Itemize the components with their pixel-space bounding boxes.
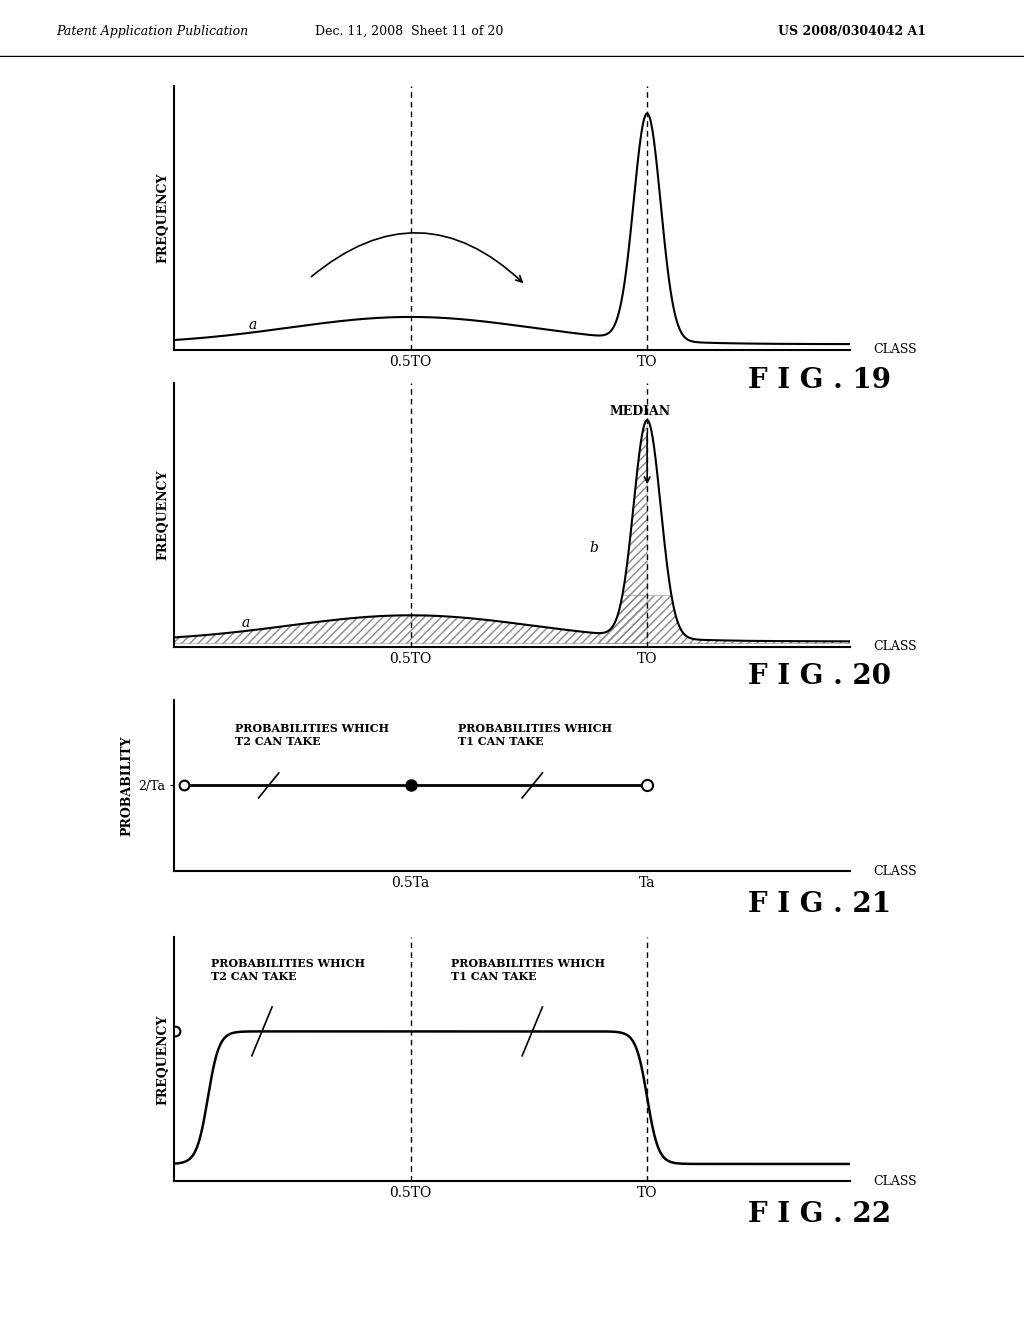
Y-axis label: FREQUENCY: FREQUENCY (157, 1014, 170, 1105)
Text: PROBABILITIES WHICH
T2 CAN TAKE: PROBABILITIES WHICH T2 CAN TAKE (234, 723, 389, 747)
Text: CLASS: CLASS (873, 1175, 918, 1188)
Text: US 2008/0304042 A1: US 2008/0304042 A1 (778, 25, 927, 38)
Text: PROBABILITIES WHICH
T2 CAN TAKE: PROBABILITIES WHICH T2 CAN TAKE (211, 958, 366, 982)
Text: CLASS: CLASS (873, 865, 918, 878)
FancyArrowPatch shape (311, 232, 522, 282)
Y-axis label: PROBABILITY: PROBABILITY (121, 735, 134, 836)
Text: MEDIAN: MEDIAN (610, 405, 671, 418)
Text: a: a (242, 616, 250, 630)
Text: F I G . 20: F I G . 20 (748, 663, 891, 689)
Text: Patent Application Publication: Patent Application Publication (56, 25, 249, 38)
Text: CLASS: CLASS (873, 343, 918, 356)
Text: F I G . 19: F I G . 19 (748, 367, 891, 393)
Text: PROBABILITIES WHICH
T1 CAN TAKE: PROBABILITIES WHICH T1 CAN TAKE (452, 958, 605, 982)
Text: Dec. 11, 2008  Sheet 11 of 20: Dec. 11, 2008 Sheet 11 of 20 (315, 25, 504, 38)
Text: PROBABILITIES WHICH
T1 CAN TAKE: PROBABILITIES WHICH T1 CAN TAKE (458, 723, 612, 747)
Y-axis label: FREQUENCY: FREQUENCY (157, 470, 170, 560)
Text: F I G . 22: F I G . 22 (748, 1201, 891, 1228)
Text: F I G . 21: F I G . 21 (748, 891, 891, 917)
Text: b: b (590, 541, 599, 556)
Text: a: a (249, 318, 257, 333)
Y-axis label: FREQUENCY: FREQUENCY (157, 173, 170, 263)
Text: CLASS: CLASS (873, 640, 918, 653)
